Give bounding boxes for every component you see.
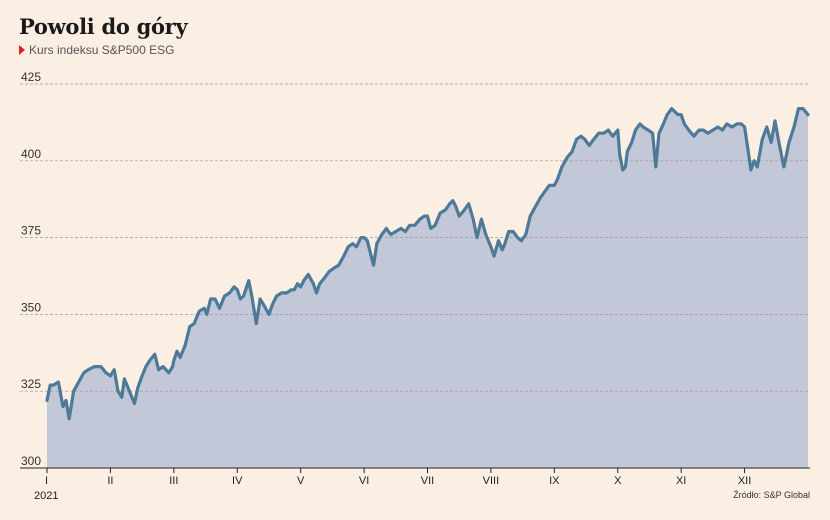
source-note: Źródło: S&P Global bbox=[733, 490, 810, 500]
y-tick-label: 425 bbox=[21, 70, 41, 84]
x-tick-label: I bbox=[45, 475, 48, 487]
x-tick-label: XI bbox=[676, 475, 686, 487]
y-tick-label: 300 bbox=[21, 454, 41, 468]
x-tick-label: XII bbox=[738, 475, 751, 487]
x-tick-label: VIII bbox=[483, 475, 500, 487]
year-label: 2021 bbox=[34, 490, 58, 502]
y-tick-label: 375 bbox=[21, 224, 41, 238]
x-tick-label: III bbox=[169, 475, 178, 487]
x-tick-label: V bbox=[297, 475, 305, 487]
y-tick-label: 350 bbox=[21, 300, 41, 314]
x-tick-label: II bbox=[107, 475, 113, 487]
chart-subtitle: Kurs indeksu S&P500 ESG bbox=[19, 43, 174, 57]
x-tick-label: X bbox=[614, 475, 622, 487]
red-triangle-marker-icon bbox=[19, 45, 25, 55]
series-line bbox=[45, 107, 810, 421]
subtitle-text: Kurs indeksu S&P500 ESG bbox=[29, 43, 175, 57]
area-fill bbox=[47, 108, 808, 468]
x-tick-label: IX bbox=[549, 475, 560, 487]
x-tick-label: VII bbox=[421, 475, 434, 487]
y-tick-label: 325 bbox=[21, 377, 41, 391]
y-tick-label: 400 bbox=[21, 147, 41, 161]
chart-title: Powoli do góry bbox=[19, 14, 188, 39]
x-tick-label: VI bbox=[359, 475, 369, 487]
x-tick-label: IV bbox=[232, 475, 243, 487]
